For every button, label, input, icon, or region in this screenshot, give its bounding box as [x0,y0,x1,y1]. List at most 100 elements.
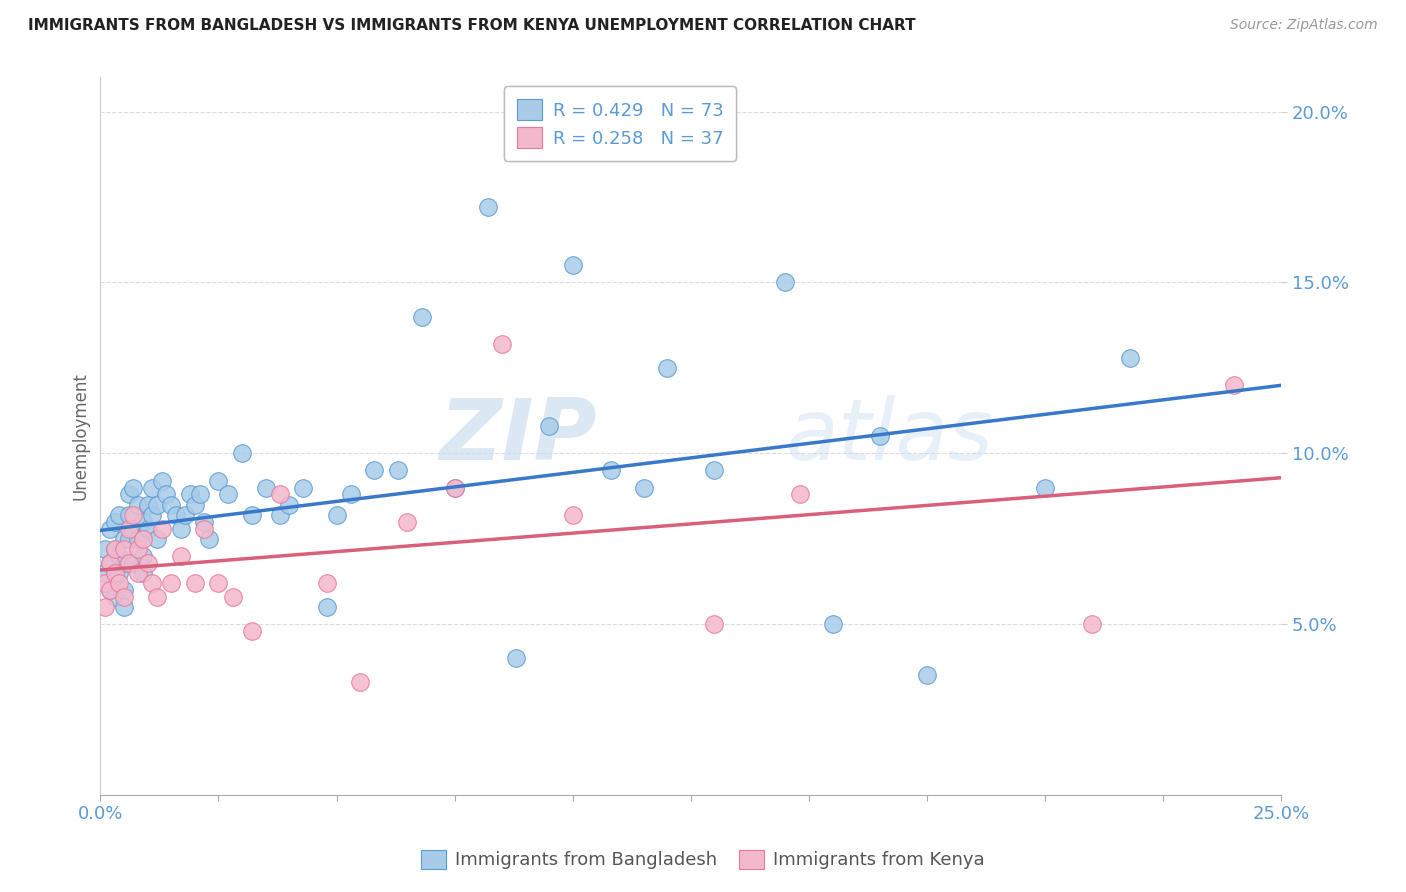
Point [193,515,215,529]
Point [1119,351,1142,365]
Point [155,487,177,501]
Point [141,576,163,591]
Point [103,515,125,529]
Point [141,508,163,522]
Point [231,446,253,460]
Point [169,522,191,536]
Point [269,487,291,501]
Point [821,617,844,632]
Point [505,651,527,665]
Point [396,515,419,529]
Point [193,522,215,536]
Point [132,566,155,580]
Point [1223,378,1246,392]
Point [207,474,229,488]
Point [387,463,409,477]
Point [108,566,131,580]
Point [184,498,207,512]
Point [703,617,725,632]
Point [118,487,141,501]
Point [703,463,725,477]
Point [198,532,221,546]
Point [240,508,263,522]
Point [411,310,433,324]
Point [103,541,125,556]
Point [188,487,211,501]
Point [132,515,155,529]
Point [240,624,263,638]
Point [108,576,131,591]
Point [94,576,117,591]
Text: IMMIGRANTS FROM BANGLADESH VS IMMIGRANTS FROM KENYA UNEMPLOYMENT CORRELATION CHA: IMMIGRANTS FROM BANGLADESH VS IMMIGRANTS… [28,18,915,33]
Point [112,582,135,597]
Point [98,556,121,570]
Point [915,668,938,682]
Point [217,487,239,501]
Point [339,487,361,501]
Point [292,481,315,495]
Point [150,474,173,488]
Point [169,549,191,563]
Point [146,498,169,512]
Point [869,429,891,443]
Point [1033,481,1056,495]
Point [103,566,125,580]
Point [127,498,149,512]
Point [179,487,201,501]
Point [269,508,291,522]
Point [491,337,513,351]
Point [443,481,465,495]
Point [112,600,135,615]
Point [657,360,679,375]
Point [108,549,131,563]
Point [254,481,277,495]
Point [538,419,561,434]
Point [118,556,141,570]
Point [112,556,135,570]
Point [98,582,121,597]
Point [633,481,655,495]
Point [98,556,121,570]
Point [325,508,347,522]
Point [118,532,141,546]
Point [136,522,159,536]
Point [160,498,183,512]
Point [561,508,583,522]
Point [127,541,149,556]
Point [278,498,301,512]
Point [127,532,149,546]
Point [103,541,125,556]
Point [477,200,499,214]
Point [136,498,159,512]
Point [561,259,583,273]
Point [94,600,117,615]
Point [112,541,135,556]
Point [363,463,385,477]
Point [98,522,121,536]
Y-axis label: Unemployment: Unemployment [72,372,89,500]
Point [132,532,155,546]
Point [316,600,339,615]
Point [1081,617,1104,632]
Point [349,675,371,690]
Text: ZIP: ZIP [439,395,596,478]
Point [160,576,183,591]
Point [98,582,121,597]
Point [112,532,135,546]
Point [127,566,149,580]
Point [316,576,339,591]
Point [103,590,125,604]
Point [443,481,465,495]
Point [112,590,135,604]
Point [132,549,155,563]
Point [150,522,173,536]
Point [146,590,169,604]
Point [118,508,141,522]
Point [174,508,197,522]
Legend: R = 0.429   N = 73, R = 0.258   N = 37: R = 0.429 N = 73, R = 0.258 N = 37 [503,87,737,161]
Point [136,556,159,570]
Point [775,276,797,290]
Point [599,463,621,477]
Point [184,576,207,591]
Point [207,576,229,591]
